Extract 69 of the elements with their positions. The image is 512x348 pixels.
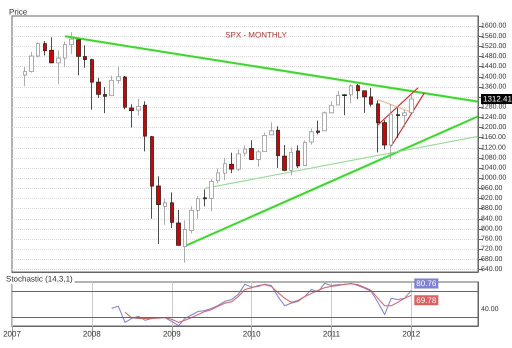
data-label: 69.78 (416, 296, 437, 305)
candlestick (49, 36, 54, 64)
x-tick-label: 2010 (242, 330, 262, 338)
candlestick (189, 206, 194, 234)
candlestick (236, 148, 241, 172)
candlestick (322, 111, 327, 132)
candlestick (329, 101, 334, 114)
candlestick (203, 188, 207, 207)
candlestick (69, 32, 74, 54)
candlestick (163, 198, 167, 226)
candlestick (362, 90, 367, 114)
candlestick (402, 110, 407, 128)
candlestick (296, 145, 300, 168)
candlestick (243, 144, 247, 157)
chart-title: Stochastic (14,3,1) (6, 274, 74, 284)
candlestick (116, 66, 121, 84)
candlestick (156, 176, 161, 244)
candlestick (56, 50, 61, 85)
candlestick (103, 86, 107, 114)
candlestick (223, 158, 227, 181)
candlestick (183, 220, 187, 264)
candlestick (176, 210, 181, 246)
x-tick-label: 2009 (162, 330, 182, 338)
candlestick (289, 147, 293, 176)
candlestick (109, 75, 114, 96)
candlestick (36, 42, 40, 58)
candlestick (196, 196, 200, 220)
candlestick (170, 192, 174, 228)
candlestick (316, 120, 320, 135)
candlestick (63, 41, 67, 68)
candlestick (376, 100, 380, 153)
candlestick (43, 40, 47, 56)
x-tick-label: 2011 (322, 330, 341, 338)
candlestick (356, 84, 360, 100)
x-tick-label: 2012 (402, 330, 421, 338)
candlestick (96, 77, 101, 98)
x-tick-label: 2008 (82, 330, 102, 338)
candlestick (83, 45, 87, 68)
candlestick (336, 90, 340, 106)
candlestick (209, 178, 214, 212)
x-tick-label: 2007 (3, 330, 22, 338)
candlestick (136, 98, 141, 116)
candlestick (396, 107, 400, 138)
candlestick (76, 39, 81, 76)
data-label: 80.76 (416, 278, 437, 288)
text: 1312.41 (483, 94, 512, 104)
text: SPX - MONTHLY (225, 30, 288, 40)
candlestick (249, 140, 254, 160)
candlestick (409, 93, 414, 113)
candlestick (90, 58, 94, 110)
candlestick (123, 75, 127, 110)
candlestick (269, 122, 274, 136)
candlestick (382, 120, 387, 150)
candlestick (303, 140, 307, 166)
candlestick (282, 144, 287, 172)
candlestick (309, 128, 314, 146)
candlestick (150, 135, 154, 220)
candlestick (389, 104, 393, 160)
candlestick (29, 52, 34, 74)
candlestick (342, 94, 347, 116)
candlestick (349, 84, 353, 104)
candlestick (369, 88, 373, 107)
candlestick (229, 152, 234, 174)
y-axis-title: Price (9, 8, 28, 16)
candlestick (216, 168, 220, 184)
candlestick (129, 104, 134, 128)
candlestick (143, 101, 147, 152)
candlestick (23, 66, 27, 86)
candlestick (276, 126, 280, 168)
